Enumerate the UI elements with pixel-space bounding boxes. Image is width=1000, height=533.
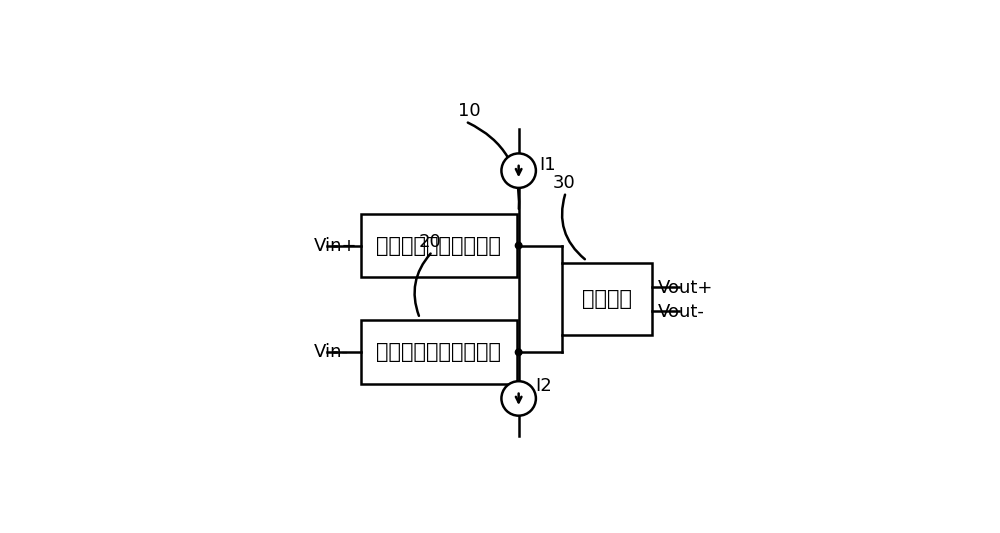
FancyBboxPatch shape	[562, 263, 652, 335]
Text: 20: 20	[419, 233, 442, 252]
Circle shape	[501, 154, 536, 188]
FancyBboxPatch shape	[361, 320, 517, 384]
Text: Vout+: Vout+	[658, 279, 714, 297]
Text: Vin-: Vin-	[313, 343, 348, 361]
Text: 10: 10	[458, 102, 481, 120]
FancyBboxPatch shape	[361, 214, 517, 277]
Circle shape	[515, 349, 522, 356]
Text: I2: I2	[535, 377, 552, 395]
Text: 放大模块: 放大模块	[582, 289, 632, 309]
Circle shape	[501, 381, 536, 416]
Text: 第二共源共栅输入单元: 第二共源共栅输入单元	[376, 342, 501, 362]
Circle shape	[515, 243, 522, 249]
Text: Vin+: Vin+	[313, 237, 357, 255]
Text: Vout-: Vout-	[658, 303, 705, 321]
Text: 30: 30	[552, 174, 575, 192]
Text: I1: I1	[539, 156, 556, 174]
Text: 第一共源共栅输入单元: 第一共源共栅输入单元	[376, 236, 501, 255]
